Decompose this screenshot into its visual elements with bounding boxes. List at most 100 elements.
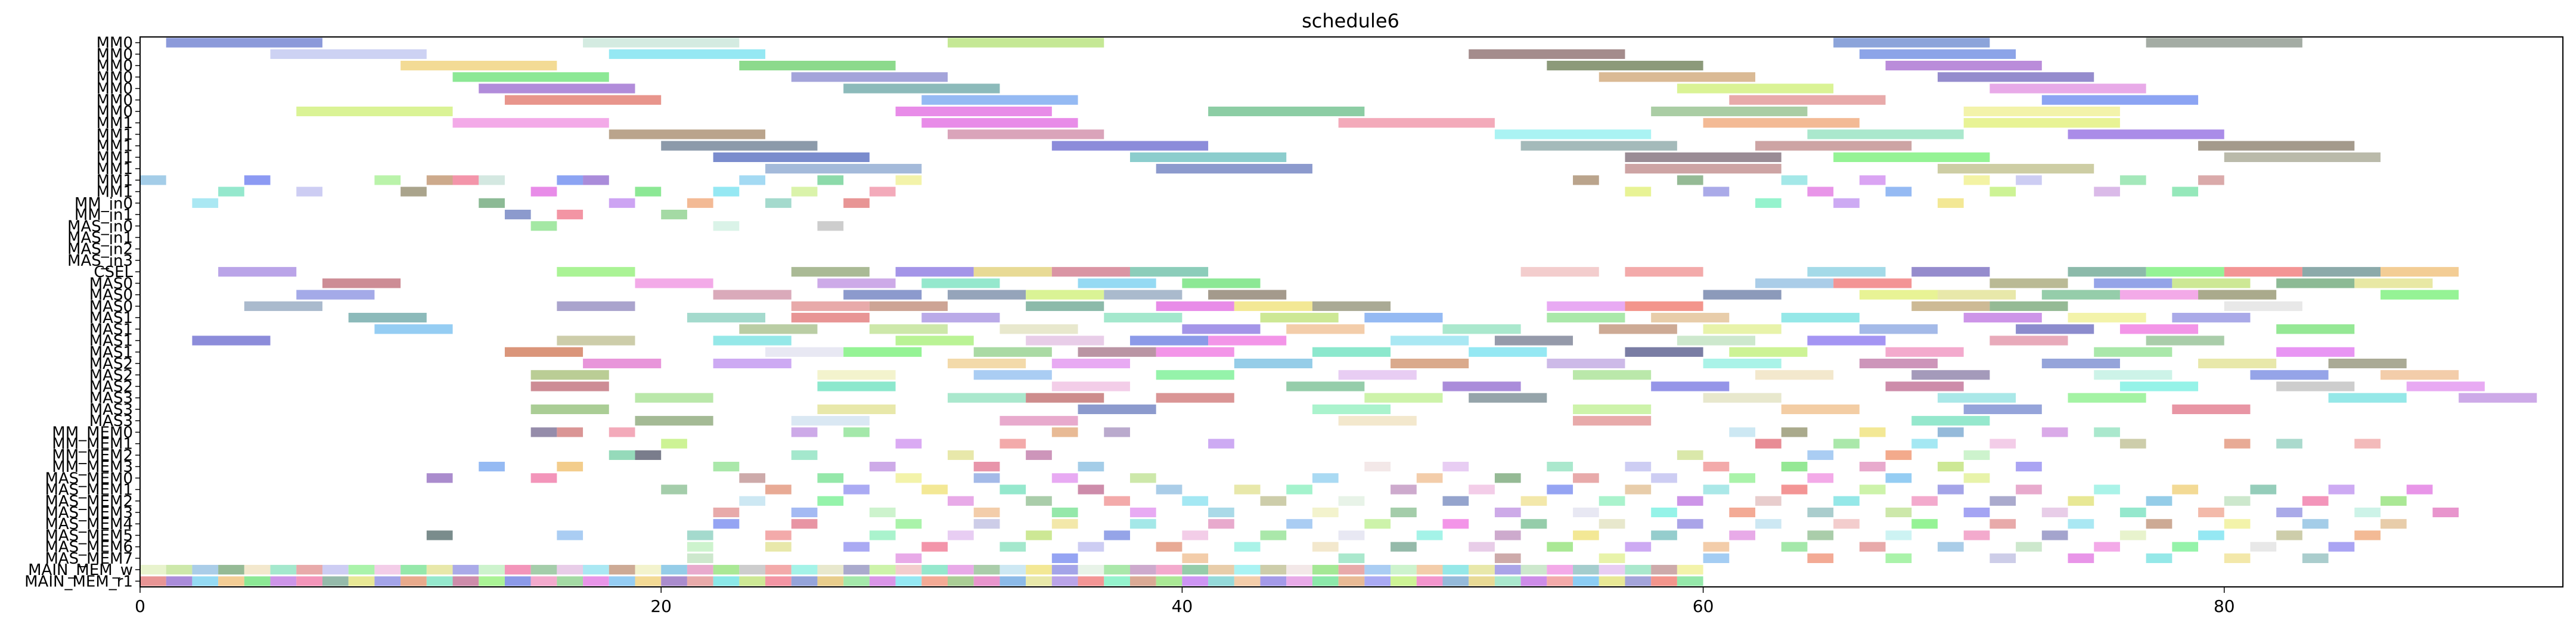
task-bar — [2224, 267, 2302, 277]
task-bar — [1000, 416, 1078, 426]
task-bar — [1364, 519, 1391, 529]
task-bar — [609, 49, 766, 59]
y-tick-label: MM1 — [97, 160, 133, 178]
task-bar — [1129, 519, 1156, 529]
task-bar — [2354, 507, 2381, 518]
task-bar — [948, 38, 1104, 48]
task-bar — [817, 404, 896, 415]
task-bar — [791, 301, 870, 311]
task-bar — [270, 576, 297, 586]
task-bar — [1442, 576, 1469, 586]
task-bar — [1547, 484, 1573, 495]
task-bar — [1129, 152, 1287, 162]
task-bar — [1129, 335, 1209, 346]
task-bar — [1156, 370, 1234, 380]
task-bar — [1156, 565, 1183, 575]
task-bar — [2016, 175, 2042, 185]
task-bar — [921, 95, 1078, 105]
task-bar — [713, 565, 740, 575]
task-bar — [1547, 301, 1625, 311]
task-bar — [661, 209, 687, 220]
task-bar — [140, 565, 166, 575]
task-bar — [1208, 519, 1234, 529]
task-bar — [1000, 565, 1026, 575]
task-bar — [192, 565, 219, 575]
task-bar — [583, 358, 662, 369]
task-bar — [895, 576, 922, 586]
task-bar — [661, 565, 687, 575]
y-tick-label: MAS_in1 — [67, 229, 133, 247]
task-bar — [948, 129, 1104, 139]
task-bar — [296, 290, 375, 300]
task-bar — [530, 186, 557, 197]
task-bar — [921, 484, 948, 495]
task-bar — [1651, 565, 1677, 575]
task-bar — [1677, 83, 1834, 94]
task-bar — [1182, 565, 1209, 575]
task-bar — [1469, 542, 1495, 552]
task-bar — [973, 370, 1052, 380]
task-bar — [2172, 404, 2251, 415]
task-bar — [1494, 576, 1521, 586]
task-bar — [374, 576, 401, 586]
task-bar — [1364, 462, 1391, 472]
task-bar — [1651, 106, 1808, 117]
task-bar — [1781, 542, 1808, 552]
task-bar — [2459, 393, 2537, 403]
task-bar — [791, 565, 818, 575]
task-bar — [1937, 72, 2094, 82]
task-bar — [817, 565, 844, 575]
task-bar — [1990, 301, 2068, 311]
task-bar — [1026, 335, 1104, 346]
task-bar — [2119, 381, 2199, 391]
task-bar — [1234, 576, 1261, 586]
y-tick-label: MM0 — [97, 92, 133, 110]
task-bar — [895, 439, 922, 449]
task-bar — [948, 290, 1026, 300]
task-bar — [1051, 553, 1078, 564]
task-bar — [2224, 496, 2251, 506]
task-bar — [2068, 519, 2094, 529]
task-bar — [1104, 427, 1130, 437]
task-bar — [2250, 542, 2277, 552]
task-bar — [557, 301, 635, 311]
task-bar — [1469, 49, 1625, 59]
task-bar — [791, 450, 818, 460]
task-bar — [1963, 118, 2120, 128]
task-bar — [140, 576, 166, 586]
task-bar — [557, 565, 584, 575]
task-bar — [2406, 484, 2433, 495]
task-bar — [1625, 186, 1652, 197]
task-bar — [2041, 290, 2120, 300]
task-bar — [348, 565, 375, 575]
task-bar — [635, 576, 662, 586]
task-bar — [1312, 576, 1339, 586]
task-bar — [765, 576, 792, 586]
task-bar — [1442, 519, 1469, 529]
task-bar — [1156, 393, 1234, 403]
task-bar — [973, 347, 1052, 357]
task-bar — [2172, 542, 2199, 552]
task-bar — [2224, 439, 2251, 449]
task-bar — [1208, 106, 1365, 117]
task-bar — [1260, 496, 1287, 506]
task-bar — [1494, 129, 1652, 139]
task-bar — [1442, 324, 1521, 334]
task-bar — [2016, 542, 2042, 552]
y-tick-label: MAIN_MEM_r1 — [24, 573, 133, 590]
task-bar — [2172, 186, 2199, 197]
task-bar — [1026, 290, 1104, 300]
task-bar — [2068, 393, 2146, 403]
task-bar — [1599, 565, 1625, 575]
task-bar — [1703, 462, 1730, 472]
task-bar — [322, 576, 349, 586]
task-bar — [1885, 186, 1912, 197]
task-bar — [843, 83, 1000, 94]
task-bar — [1677, 335, 1755, 346]
task-bar — [1338, 496, 1365, 506]
task-bar — [1990, 519, 2016, 529]
task-bar — [1208, 576, 1234, 586]
task-bar — [1286, 484, 1312, 495]
task-bar — [1182, 278, 1261, 288]
task-bar — [2224, 519, 2251, 529]
